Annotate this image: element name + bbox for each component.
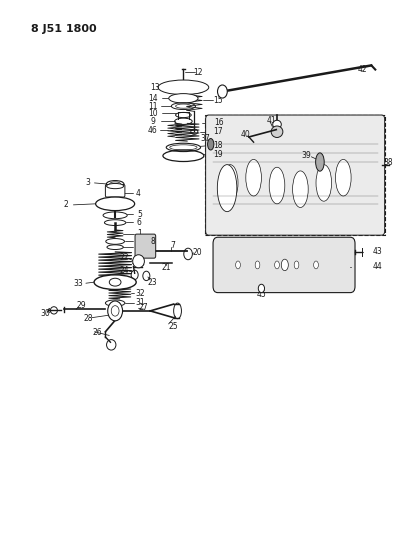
Ellipse shape [275,261,279,269]
Ellipse shape [133,255,144,268]
Ellipse shape [108,301,123,321]
Text: 32: 32 [136,289,145,297]
Text: 39: 39 [301,151,311,160]
Ellipse shape [51,306,57,314]
Text: 42: 42 [358,64,368,74]
Ellipse shape [218,85,227,98]
Ellipse shape [314,261,318,269]
Text: 22: 22 [119,253,129,262]
Text: 23: 23 [147,278,157,287]
Ellipse shape [281,259,288,271]
Text: 46: 46 [147,126,157,135]
Text: 25: 25 [169,322,178,331]
Ellipse shape [294,261,299,269]
Text: 13: 13 [150,83,160,92]
Ellipse shape [316,153,324,171]
Text: 10: 10 [148,109,158,118]
Text: 31: 31 [136,298,145,307]
Ellipse shape [293,171,308,207]
Ellipse shape [246,159,261,196]
Text: 9: 9 [151,117,156,126]
Text: 29: 29 [76,301,86,310]
Text: 4: 4 [136,189,141,198]
Ellipse shape [107,340,116,350]
Ellipse shape [143,271,150,280]
Text: 38: 38 [383,158,393,166]
Ellipse shape [184,248,192,260]
Ellipse shape [176,112,191,118]
Text: 28: 28 [83,314,93,323]
Text: 16: 16 [215,118,224,127]
Ellipse shape [236,261,240,269]
Text: 2: 2 [63,200,68,209]
Text: 44: 44 [372,262,382,271]
Text: 41: 41 [266,116,276,125]
Ellipse shape [271,126,283,138]
FancyBboxPatch shape [213,237,355,293]
Text: 35: 35 [135,243,144,252]
Text: 6: 6 [137,217,142,227]
Ellipse shape [316,165,332,201]
Ellipse shape [131,270,138,280]
Text: 45: 45 [257,289,266,298]
FancyBboxPatch shape [105,184,125,197]
Text: 26: 26 [93,328,102,337]
Text: 24: 24 [119,266,129,275]
Ellipse shape [191,129,198,134]
Ellipse shape [208,139,214,150]
Ellipse shape [109,278,121,286]
Text: 5: 5 [137,210,142,219]
Ellipse shape [96,197,135,211]
Text: 30: 30 [41,309,50,318]
Text: 14: 14 [148,94,158,103]
Text: 7: 7 [170,241,175,250]
Ellipse shape [158,80,209,95]
Bar [205,115,385,235]
Ellipse shape [258,284,265,293]
Text: 27: 27 [139,303,148,312]
Text: 1: 1 [137,229,142,238]
Text: 33: 33 [73,279,83,288]
Text: 34: 34 [136,259,145,268]
Text: 21: 21 [161,263,171,272]
Ellipse shape [175,118,192,124]
Text: 11: 11 [148,102,158,111]
Text: 19: 19 [214,150,223,159]
Ellipse shape [107,183,124,189]
FancyBboxPatch shape [135,234,156,258]
Text: 18: 18 [213,141,222,150]
Text: 8: 8 [151,237,156,246]
Text: 8 J51 1800: 8 J51 1800 [31,23,97,34]
Text: 12: 12 [193,68,203,77]
Ellipse shape [269,167,285,204]
Ellipse shape [255,261,260,269]
Text: 17: 17 [213,127,222,136]
Text: 36: 36 [135,237,144,245]
Ellipse shape [222,165,238,201]
Ellipse shape [336,159,351,196]
Text: 15: 15 [213,96,222,105]
Ellipse shape [174,303,181,319]
Text: 40: 40 [240,131,250,139]
Ellipse shape [217,165,237,212]
Ellipse shape [94,275,136,289]
Ellipse shape [273,120,281,128]
Text: 37: 37 [200,134,210,143]
Ellipse shape [169,94,198,103]
Text: 20: 20 [193,248,202,257]
Text: 43: 43 [372,247,382,256]
Text: 3: 3 [86,179,90,188]
FancyBboxPatch shape [206,115,384,235]
